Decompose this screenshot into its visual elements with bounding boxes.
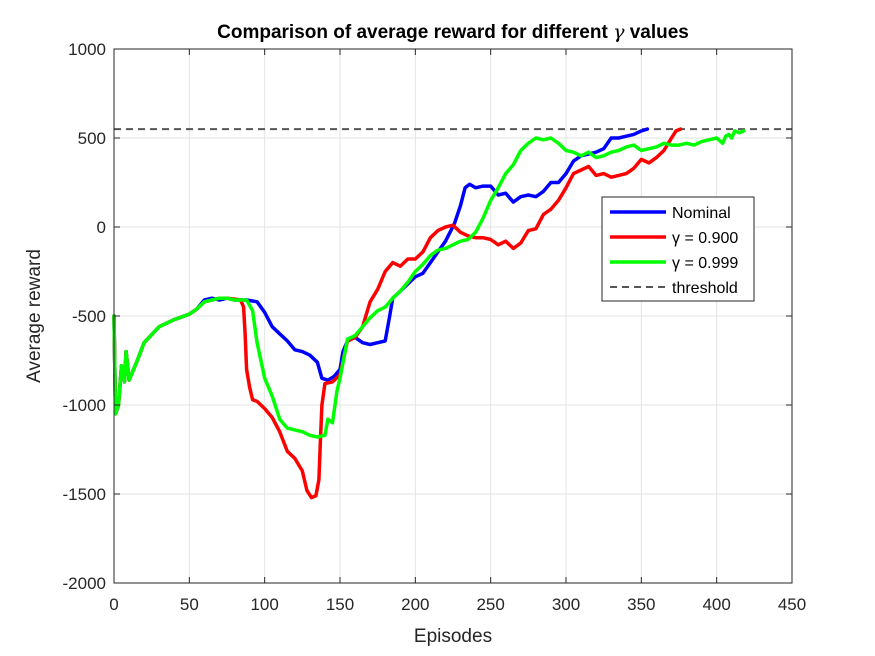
x-tick-label: 450 (778, 595, 806, 614)
x-tick-label: 150 (326, 595, 354, 614)
x-axis-ticks: 0 50 100 150 200 250 300 350 400 450 (109, 49, 806, 614)
y-tick-label: 500 (78, 129, 106, 148)
chart-title-gamma: γ (613, 21, 625, 43)
legend-label: threshold (672, 280, 738, 297)
x-tick-label: 250 (476, 595, 504, 614)
chart-title-suffix: values (624, 22, 688, 43)
legend-box (601, 196, 755, 302)
y-tick-label: 1000 (68, 40, 106, 59)
x-tick-label: 0 (109, 595, 118, 614)
legend-label: γ = 0.900 (672, 230, 738, 247)
legend-label: Nominal (672, 205, 731, 222)
x-tick-label: 100 (250, 595, 278, 614)
x-tick-label: 50 (180, 595, 199, 614)
y-axis-label: Average reward (24, 249, 45, 383)
series-line-gamma-0999 (112, 129, 746, 439)
chart-title: Comparison of average reward for differe… (217, 21, 689, 43)
y-tick-label: -2000 (63, 574, 106, 593)
y-tick-label: -1500 (63, 485, 106, 504)
y-tick-label: -1000 (63, 396, 106, 415)
series-line-nominal (112, 127, 650, 416)
y-axis-ticks: -2000 -1500 -1000 -500 0 500 1000 (63, 40, 792, 593)
x-tick-label: 300 (552, 595, 580, 614)
y-tick-label: 0 (97, 218, 106, 237)
chart-title-prefix: Comparison of average reward for differe… (217, 22, 613, 43)
x-axis-label: Episodes (414, 626, 492, 647)
x-tick-label: 350 (627, 595, 655, 614)
x-tick-label: 400 (702, 595, 730, 614)
series-layer (112, 127, 746, 500)
legend-label: γ = 0.999 (672, 255, 738, 272)
series-line-gamma-0900 (112, 127, 683, 500)
legend: Nominal γ = 0.900 γ = 0.999 threshold (601, 196, 755, 302)
y-tick-label: -500 (72, 307, 106, 326)
x-tick-label: 200 (401, 595, 429, 614)
